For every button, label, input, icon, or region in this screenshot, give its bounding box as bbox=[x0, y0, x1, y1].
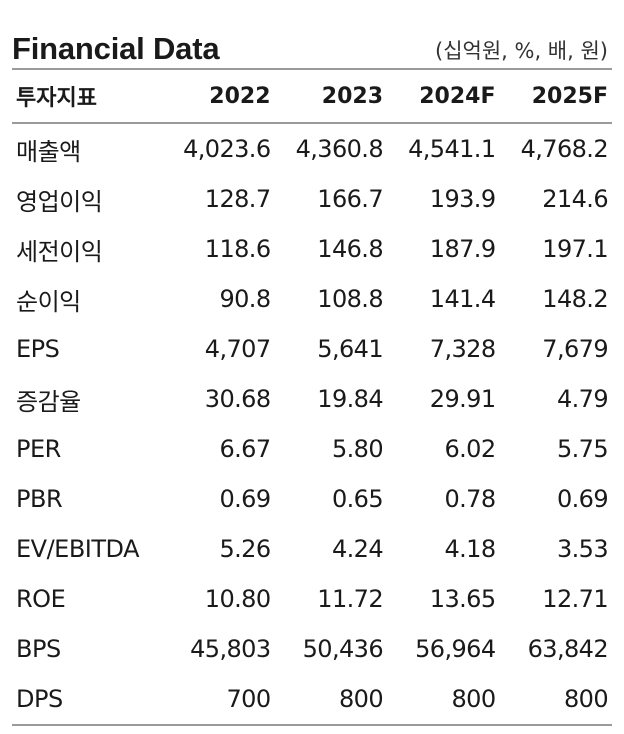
cell-value: 193.9 bbox=[429, 185, 496, 213]
table-row: 세전이익 118.6 146.8 187.9 197.1 bbox=[12, 224, 612, 274]
cell-value: 4,541.1 bbox=[408, 135, 496, 163]
cell-value: 141.4 bbox=[429, 285, 496, 313]
cell-value: 3.53 bbox=[556, 535, 609, 563]
table-row: BPS 45,803 50,436 56,964 63,842 bbox=[12, 624, 612, 674]
cell-value: 128.7 bbox=[204, 185, 271, 213]
financial-table: 투자지표 2022 2023 2024F 2025F 매출액 4,023.6 4… bbox=[12, 68, 612, 726]
table-row: PBR 0.69 0.65 0.78 0.69 bbox=[12, 474, 612, 524]
cell-value: 108.8 bbox=[317, 285, 383, 313]
cell-value: 148.2 bbox=[542, 285, 608, 313]
header: Financial Data (십억원, %, 배, 원) bbox=[12, 16, 608, 64]
cell-value: 166.7 bbox=[317, 185, 383, 213]
cell-value: 30.68 bbox=[204, 385, 271, 413]
cell-value: 197.1 bbox=[542, 235, 608, 263]
table-row: EV/EBITDA 5.26 4.24 4.18 3.53 bbox=[12, 524, 612, 574]
cell-value: 5,641 bbox=[317, 335, 383, 363]
row-label: 세전이익 bbox=[16, 237, 103, 266]
cell-value: 19.84 bbox=[317, 385, 383, 413]
cell-value: 700 bbox=[226, 685, 271, 713]
cell-value: 10.80 bbox=[204, 585, 271, 613]
cell-value: 0.69 bbox=[219, 485, 271, 513]
cell-value: 187.9 bbox=[429, 235, 496, 263]
cell-value: 50,436 bbox=[302, 635, 384, 663]
cell-value: 29.91 bbox=[429, 385, 496, 413]
cell-value: 5.80 bbox=[331, 435, 384, 463]
column-header-indicator: 투자지표 bbox=[16, 86, 97, 111]
row-label: 영업이익 bbox=[16, 187, 103, 216]
row-label: PER bbox=[16, 435, 61, 463]
row-label: DPS bbox=[16, 685, 63, 713]
table-row: 영업이익 128.7 166.7 193.9 214.6 bbox=[12, 174, 612, 224]
cell-value: 7,328 bbox=[429, 335, 496, 363]
row-label: ROE bbox=[16, 585, 66, 613]
cell-value: 11.72 bbox=[317, 585, 383, 613]
row-label: PBR bbox=[16, 485, 63, 513]
cell-value: 800 bbox=[451, 685, 496, 713]
cell-value: 4,768.2 bbox=[520, 135, 609, 163]
row-label: EPS bbox=[16, 335, 60, 363]
financial-table-container: 투자지표 2022 2023 2024F 2025F 매출액 4,023.6 4… bbox=[12, 68, 612, 726]
cell-value: 4.24 bbox=[331, 535, 384, 563]
cell-value: 13.65 bbox=[429, 585, 496, 613]
table-header: 투자지표 2022 2023 2024F 2025F bbox=[12, 69, 612, 123]
cell-value: 5.26 bbox=[219, 535, 271, 563]
cell-value: 0.65 bbox=[331, 485, 384, 513]
cell-value: 4,360.8 bbox=[295, 135, 384, 163]
cell-value: 63,842 bbox=[527, 635, 609, 663]
column-header-2024f: 2024F bbox=[419, 83, 496, 109]
cell-value: 4,023.6 bbox=[183, 135, 271, 163]
row-label: 매출액 bbox=[16, 137, 81, 166]
table-row: EPS 4,707 5,641 7,328 7,679 bbox=[12, 324, 612, 374]
cell-value: 4.79 bbox=[556, 385, 609, 413]
table-body: 매출액 4,023.6 4,360.8 4,541.1 4,768.2 영업이익… bbox=[12, 123, 612, 725]
cell-value: 146.8 bbox=[317, 235, 383, 263]
table-row: 순이익 90.8 108.8 141.4 148.2 bbox=[12, 274, 612, 324]
cell-value: 45,803 bbox=[190, 635, 271, 663]
cell-value: 800 bbox=[563, 685, 609, 713]
cell-value: 90.8 bbox=[219, 285, 271, 313]
cell-value: 7,679 bbox=[542, 335, 608, 363]
table-row: 증감율 30.68 19.84 29.91 4.79 bbox=[12, 374, 612, 424]
column-header-2022: 2022 bbox=[209, 83, 271, 109]
cell-value: 0.69 bbox=[556, 485, 609, 513]
cell-value: 5.75 bbox=[556, 435, 609, 463]
cell-value: 4,707 bbox=[204, 335, 271, 363]
table-row: 매출액 4,023.6 4,360.8 4,541.1 4,768.2 bbox=[12, 123, 612, 174]
row-label: EV/EBITDA bbox=[16, 535, 140, 563]
row-label: 순이익 bbox=[16, 287, 81, 316]
cell-value: 0.78 bbox=[444, 485, 496, 513]
header-row: 투자지표 2022 2023 2024F 2025F bbox=[12, 69, 612, 123]
cell-value: 4.18 bbox=[444, 535, 496, 563]
cell-value: 800 bbox=[338, 685, 384, 713]
page-title: Financial Data bbox=[12, 31, 220, 66]
cell-value: 118.6 bbox=[204, 235, 271, 263]
cell-value: 56,964 bbox=[415, 635, 496, 663]
cell-value: 12.71 bbox=[542, 585, 608, 613]
column-header-2023: 2023 bbox=[321, 83, 383, 109]
row-label: 증감율 bbox=[16, 387, 81, 416]
cell-value: 6.02 bbox=[444, 435, 496, 463]
table-row: PER 6.67 5.80 6.02 5.75 bbox=[12, 424, 612, 474]
cell-value: 214.6 bbox=[542, 185, 608, 213]
table-row: DPS 700 800 800 800 bbox=[12, 674, 612, 725]
unit-note: (십억원, %, 배, 원) bbox=[435, 39, 608, 63]
table-row: ROE 10.80 11.72 13.65 12.71 bbox=[12, 574, 612, 624]
column-header-2025f: 2025F bbox=[531, 83, 608, 109]
row-label: BPS bbox=[16, 635, 61, 663]
cell-value: 6.67 bbox=[219, 435, 271, 463]
